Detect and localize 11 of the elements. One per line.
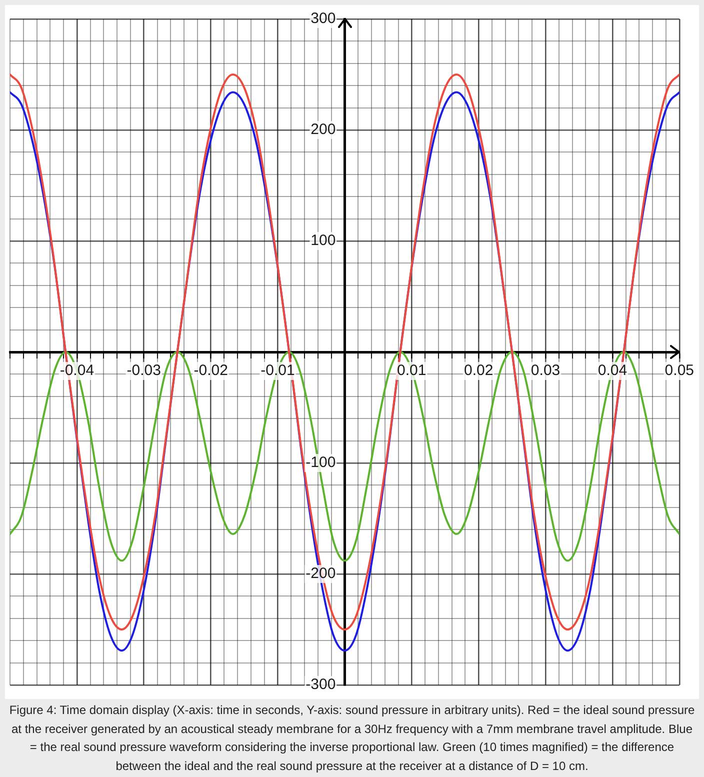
x-tick-label: 0.02 [464, 362, 494, 380]
x-tick-label: 0.03 [530, 362, 560, 380]
y-tick-label: -100 [306, 454, 336, 472]
y-tick-label: -300 [306, 676, 336, 694]
caption: Figure 4: Time domain display (X-axis: time in seconds, Y-axis: sound pressure in arbitrary units). Red = the ideal sound pressure at the receiver generated by an acoustical steady membrane for a 30Hz frequency with a 7mm membrane travel amplitude. Blue = the real sound pressure waveform considering the inverse proportional law. Green (10 times magnified) = the difference between the ideal and the real sound pressure at the receiver at a distance of D = 10 cm. [8, 702, 696, 774]
y-tick-label: 100 [310, 232, 336, 250]
x-tick-label: -0.02 [194, 362, 228, 380]
x-tick-label: -0.03 [126, 362, 161, 380]
y-tick-label: 200 [310, 121, 336, 138]
x-tick-label: 0.05 [664, 362, 694, 380]
y-tick-label: 300 [310, 10, 336, 28]
